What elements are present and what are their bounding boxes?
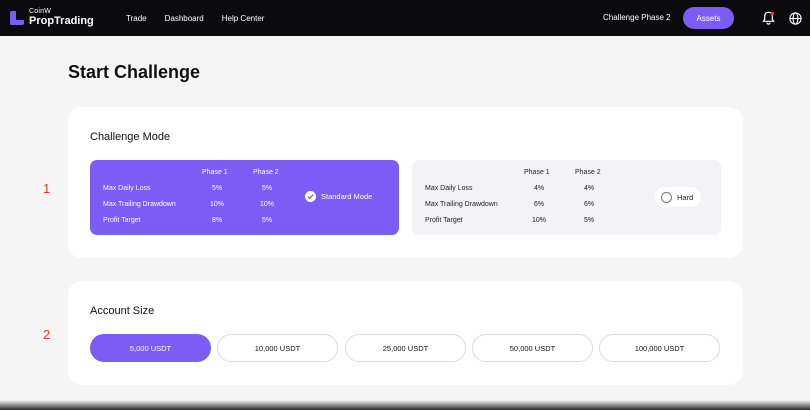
- account-size-option-10000[interactable]: 10,000 USDT: [217, 334, 338, 362]
- standard-mode-radio[interactable]: Standard Mode: [305, 191, 372, 202]
- top-nav-bar: CoinW PropTrading Trade Dashboard Help C…: [0, 0, 810, 36]
- brand-name-big: PropTrading: [29, 15, 94, 27]
- row-label-profit-target: Profit Target: [425, 217, 463, 224]
- main-nav: Trade Dashboard Help Center: [126, 0, 264, 36]
- hard-max-daily-loss-phase-1: 4%: [533, 185, 545, 192]
- phase-1-header: Phase 1: [202, 169, 228, 176]
- row-label-max-trailing-drawdown: Max Trailing Drawdown: [425, 201, 498, 208]
- brand-logo[interactable]: CoinW PropTrading: [10, 8, 94, 27]
- page-title: Start Challenge: [68, 62, 201, 82]
- radio-unchecked-icon: [661, 191, 672, 203]
- hard-mode-label: Hard: [677, 192, 694, 202]
- bell-icon[interactable]: [760, 10, 776, 26]
- bottom-edge-shadow: [0, 400, 810, 410]
- globe-icon[interactable]: [787, 10, 803, 26]
- account-size-option-5000[interactable]: 5,000 USDT: [90, 334, 211, 362]
- hard-max-trailing-drawdown-phase-1: 6%: [533, 201, 545, 208]
- standard-max-trailing-drawdown-phase-1: 10%: [209, 201, 224, 208]
- phase-2-header: Phase 2: [575, 169, 601, 176]
- assets-button[interactable]: Assets: [683, 7, 734, 29]
- hard-profit-target-phase-2: 5%: [583, 217, 595, 224]
- phase-2-header: Phase 2: [253, 169, 279, 176]
- hard-mode-radio[interactable]: Hard: [655, 187, 702, 207]
- nav-item-help-center[interactable]: Help Center: [221, 13, 265, 23]
- hard-max-trailing-drawdown-phase-2: 6%: [583, 201, 595, 208]
- standard-mode-label: Standard Mode: [321, 192, 373, 201]
- hard-profit-target-phase-1: 10%: [531, 217, 546, 224]
- nav-item-dashboard[interactable]: Dashboard: [164, 13, 204, 23]
- challenge-mode-card: Challenge Mode Phase 1 Phase 2 Max Daily…: [68, 107, 743, 258]
- annotation-number-1: 1: [43, 181, 51, 196]
- challenge-mode-title: Challenge Mode: [90, 131, 171, 143]
- check-icon: [305, 191, 316, 202]
- row-label-max-daily-loss: Max Daily Loss: [425, 185, 473, 192]
- account-size-card: Account Size: [68, 281, 743, 385]
- annotation-number-2: 2: [43, 327, 51, 342]
- phase-1-header: Phase 1: [524, 169, 550, 176]
- challenge-phase-label[interactable]: Challenge Phase 2: [603, 13, 671, 22]
- standard-profit-target-phase-1: 8%: [211, 217, 223, 224]
- account-size-option-50000[interactable]: 50,000 USDT: [472, 334, 593, 362]
- mode-option-standard[interactable]: Phase 1 Phase 2 Max Daily Loss 5% 5% Max…: [90, 160, 399, 235]
- account-size-title: Account Size: [90, 305, 155, 317]
- account-size-option-25000[interactable]: 25,000 USDT: [345, 334, 466, 362]
- row-label-profit-target: Profit Target: [103, 217, 141, 224]
- logo-icon: [10, 10, 24, 25]
- standard-max-trailing-drawdown-phase-2: 10%: [259, 201, 274, 208]
- row-label-max-daily-loss: Max Daily Loss: [103, 185, 151, 192]
- standard-max-daily-loss-phase-1: 5%: [211, 185, 223, 192]
- standard-profit-target-phase-2: 5%: [261, 217, 273, 224]
- nav-item-trade[interactable]: Trade: [126, 13, 147, 23]
- standard-max-daily-loss-phase-2: 5%: [261, 185, 273, 192]
- hard-max-daily-loss-phase-2: 4%: [583, 185, 595, 192]
- account-size-option-100000[interactable]: 100,000 USDT: [599, 334, 720, 362]
- brand-name-small: CoinW: [29, 8, 52, 15]
- mode-option-hard[interactable]: Phase 1 Phase 2 Max Daily Loss 4% 4% Max…: [412, 160, 721, 235]
- row-label-max-trailing-drawdown: Max Trailing Drawdown: [103, 201, 176, 208]
